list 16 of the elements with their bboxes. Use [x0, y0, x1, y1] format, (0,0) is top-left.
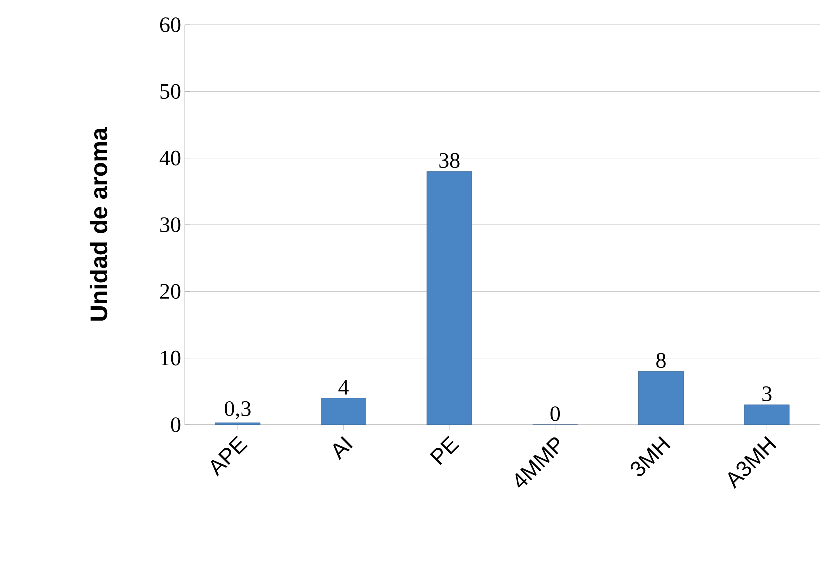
- y-tick-label: 50: [160, 84, 181, 100]
- y-tick-label: 0: [171, 418, 181, 432]
- data-label: 8: [656, 353, 666, 368]
- y-tick-label: 60: [160, 18, 181, 32]
- x-tick-label: PE: [430, 436, 460, 466]
- data-label: 4: [338, 380, 349, 395]
- y-axis-title: Unidad de aroma: [90, 128, 108, 321]
- x-tick-label: AI: [333, 436, 354, 460]
- data-label: 38: [440, 153, 460, 168]
- data-label: 0: [550, 406, 560, 422]
- data-label: 3: [762, 386, 772, 402]
- y-tick-label: 20: [160, 284, 181, 300]
- y-tick-label: 10: [161, 350, 181, 366]
- y-tick-label: 30: [160, 218, 181, 232]
- data-label: 0,3: [225, 401, 251, 420]
- y-tick-label: 40: [160, 150, 181, 166]
